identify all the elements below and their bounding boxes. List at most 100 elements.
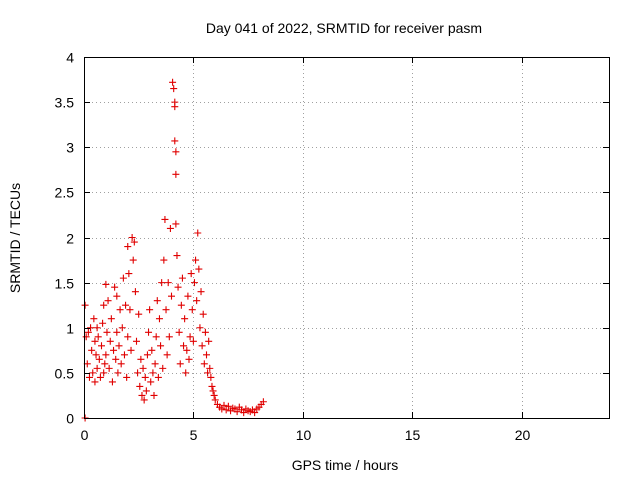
data-point xyxy=(172,148,180,156)
data-point xyxy=(192,256,200,264)
data-point xyxy=(92,351,100,359)
data-point xyxy=(111,283,119,291)
data-point xyxy=(175,328,183,336)
data-point xyxy=(87,324,95,332)
data-point xyxy=(82,333,90,341)
data-point xyxy=(146,306,154,314)
data-point xyxy=(120,351,128,359)
data-point xyxy=(116,306,124,314)
data-point xyxy=(108,378,116,386)
data-point xyxy=(166,224,174,232)
data-point xyxy=(131,288,139,296)
data-point xyxy=(140,396,148,404)
data-point xyxy=(157,342,165,350)
data-point xyxy=(84,328,92,336)
y-tick-label: 4 xyxy=(66,50,74,66)
data-point xyxy=(162,306,170,314)
data-point xyxy=(201,328,209,336)
data-point xyxy=(115,342,123,350)
data-point xyxy=(117,360,125,368)
data-point xyxy=(171,103,179,111)
data-point xyxy=(102,280,110,288)
data-point xyxy=(240,409,248,417)
chart-title: Day 041 of 2022, SRMTID for receiver pas… xyxy=(206,20,482,36)
data-point xyxy=(259,398,267,406)
data-points xyxy=(81,78,267,422)
data-point xyxy=(159,364,167,372)
data-point xyxy=(205,337,213,345)
data-point xyxy=(233,408,241,416)
data-point xyxy=(128,234,136,241)
data-point xyxy=(85,373,93,381)
data-point xyxy=(158,279,166,287)
data-point xyxy=(141,373,149,381)
data-point xyxy=(105,364,113,372)
axis-ticks: 0 0.5 1 1.5 2 2.5 3 3.5 4 0 5 10 15 20 xyxy=(55,50,609,443)
data-point xyxy=(137,355,145,363)
data-point xyxy=(222,406,230,414)
data-point xyxy=(126,306,134,314)
data-point xyxy=(96,373,104,381)
y-tick-label: 1.5 xyxy=(55,276,75,292)
data-point xyxy=(160,256,168,264)
data-point xyxy=(94,333,102,341)
data-point xyxy=(197,288,205,296)
data-point xyxy=(172,220,180,228)
data-point xyxy=(99,319,107,327)
data-point xyxy=(127,346,135,354)
data-point xyxy=(203,351,210,359)
data-point xyxy=(138,391,146,399)
data-point xyxy=(88,346,96,354)
x-tick-label: 5 xyxy=(190,427,198,443)
data-point xyxy=(143,351,151,359)
data-point xyxy=(187,270,195,278)
data-point xyxy=(195,265,203,273)
data-point xyxy=(183,346,191,354)
data-point xyxy=(136,382,144,390)
data-point xyxy=(104,297,112,305)
data-point xyxy=(204,369,212,377)
data-point xyxy=(190,279,198,287)
plot-frame xyxy=(84,57,610,419)
data-point xyxy=(122,301,130,309)
x-tick-label: 10 xyxy=(296,427,312,443)
data-point xyxy=(142,387,150,395)
data-point xyxy=(186,333,194,341)
data-point xyxy=(184,292,192,300)
data-point xyxy=(193,297,201,305)
data-point xyxy=(119,274,127,282)
data-point xyxy=(196,324,204,332)
data-point xyxy=(208,382,216,390)
y-tick-label: 0.5 xyxy=(55,366,75,382)
data-point xyxy=(172,170,180,178)
x-tick-label: 20 xyxy=(515,427,531,443)
data-point xyxy=(154,373,162,381)
data-point xyxy=(251,409,259,417)
data-point xyxy=(93,324,101,332)
data-point xyxy=(198,342,206,350)
data-point xyxy=(110,346,118,354)
data-point xyxy=(200,360,208,368)
data-point xyxy=(218,405,226,413)
data-point xyxy=(95,355,103,363)
data-point xyxy=(207,373,215,381)
x-axis-label: GPS time / hours xyxy=(292,457,399,473)
y-tick-label: 3 xyxy=(66,140,74,156)
y-axis-label: SRMTID / TECUs xyxy=(7,183,23,293)
data-point xyxy=(89,369,97,377)
data-point xyxy=(152,333,160,341)
y-tick-label: 2 xyxy=(66,231,74,247)
data-point xyxy=(130,238,138,246)
data-point xyxy=(182,369,190,377)
data-point xyxy=(145,328,153,336)
x-tick-label: 15 xyxy=(405,427,421,443)
data-point xyxy=(180,342,188,350)
data-point xyxy=(107,315,115,323)
data-point xyxy=(124,243,132,251)
data-point xyxy=(209,387,217,395)
data-point xyxy=(161,215,169,223)
data-point xyxy=(224,402,232,410)
data-point xyxy=(210,391,218,399)
data-point xyxy=(103,328,111,336)
